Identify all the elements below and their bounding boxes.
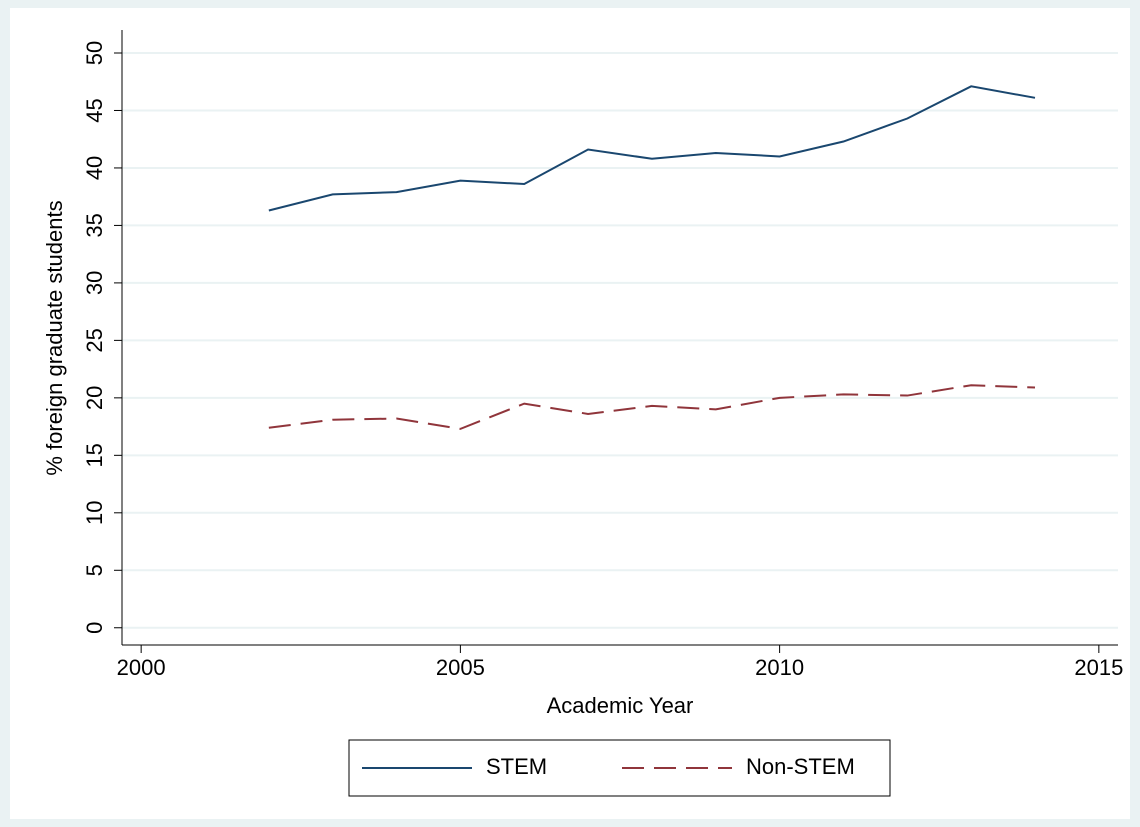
x-tick-label: 2010 [755,655,804,680]
y-tick-label: 50 [82,41,107,65]
x-axis-label: Academic Year [547,693,694,718]
y-tick-label: 5 [82,564,107,576]
y-tick-label: 30 [82,271,107,295]
legend-label: STEM [486,754,547,779]
y-tick-label: 10 [82,501,107,525]
y-tick-label: 25 [82,328,107,352]
y-tick-label: 45 [82,98,107,122]
y-tick-label: 15 [82,443,107,467]
series-line [268,85,1036,212]
legend-label: Non-STEM [746,754,855,779]
x-tick-label: 2015 [1074,655,1123,680]
x-tick-label: 2000 [117,655,166,680]
series-line [268,384,1036,430]
inner-region [10,8,1130,819]
y-tick-label: 0 [82,622,107,634]
y-tick-label: 20 [82,386,107,410]
y-tick-label: 40 [82,156,107,180]
y-axis-label: % foreign graduate students [42,200,67,475]
x-tick-label: 2005 [436,655,485,680]
y-tick-label: 35 [82,213,107,237]
